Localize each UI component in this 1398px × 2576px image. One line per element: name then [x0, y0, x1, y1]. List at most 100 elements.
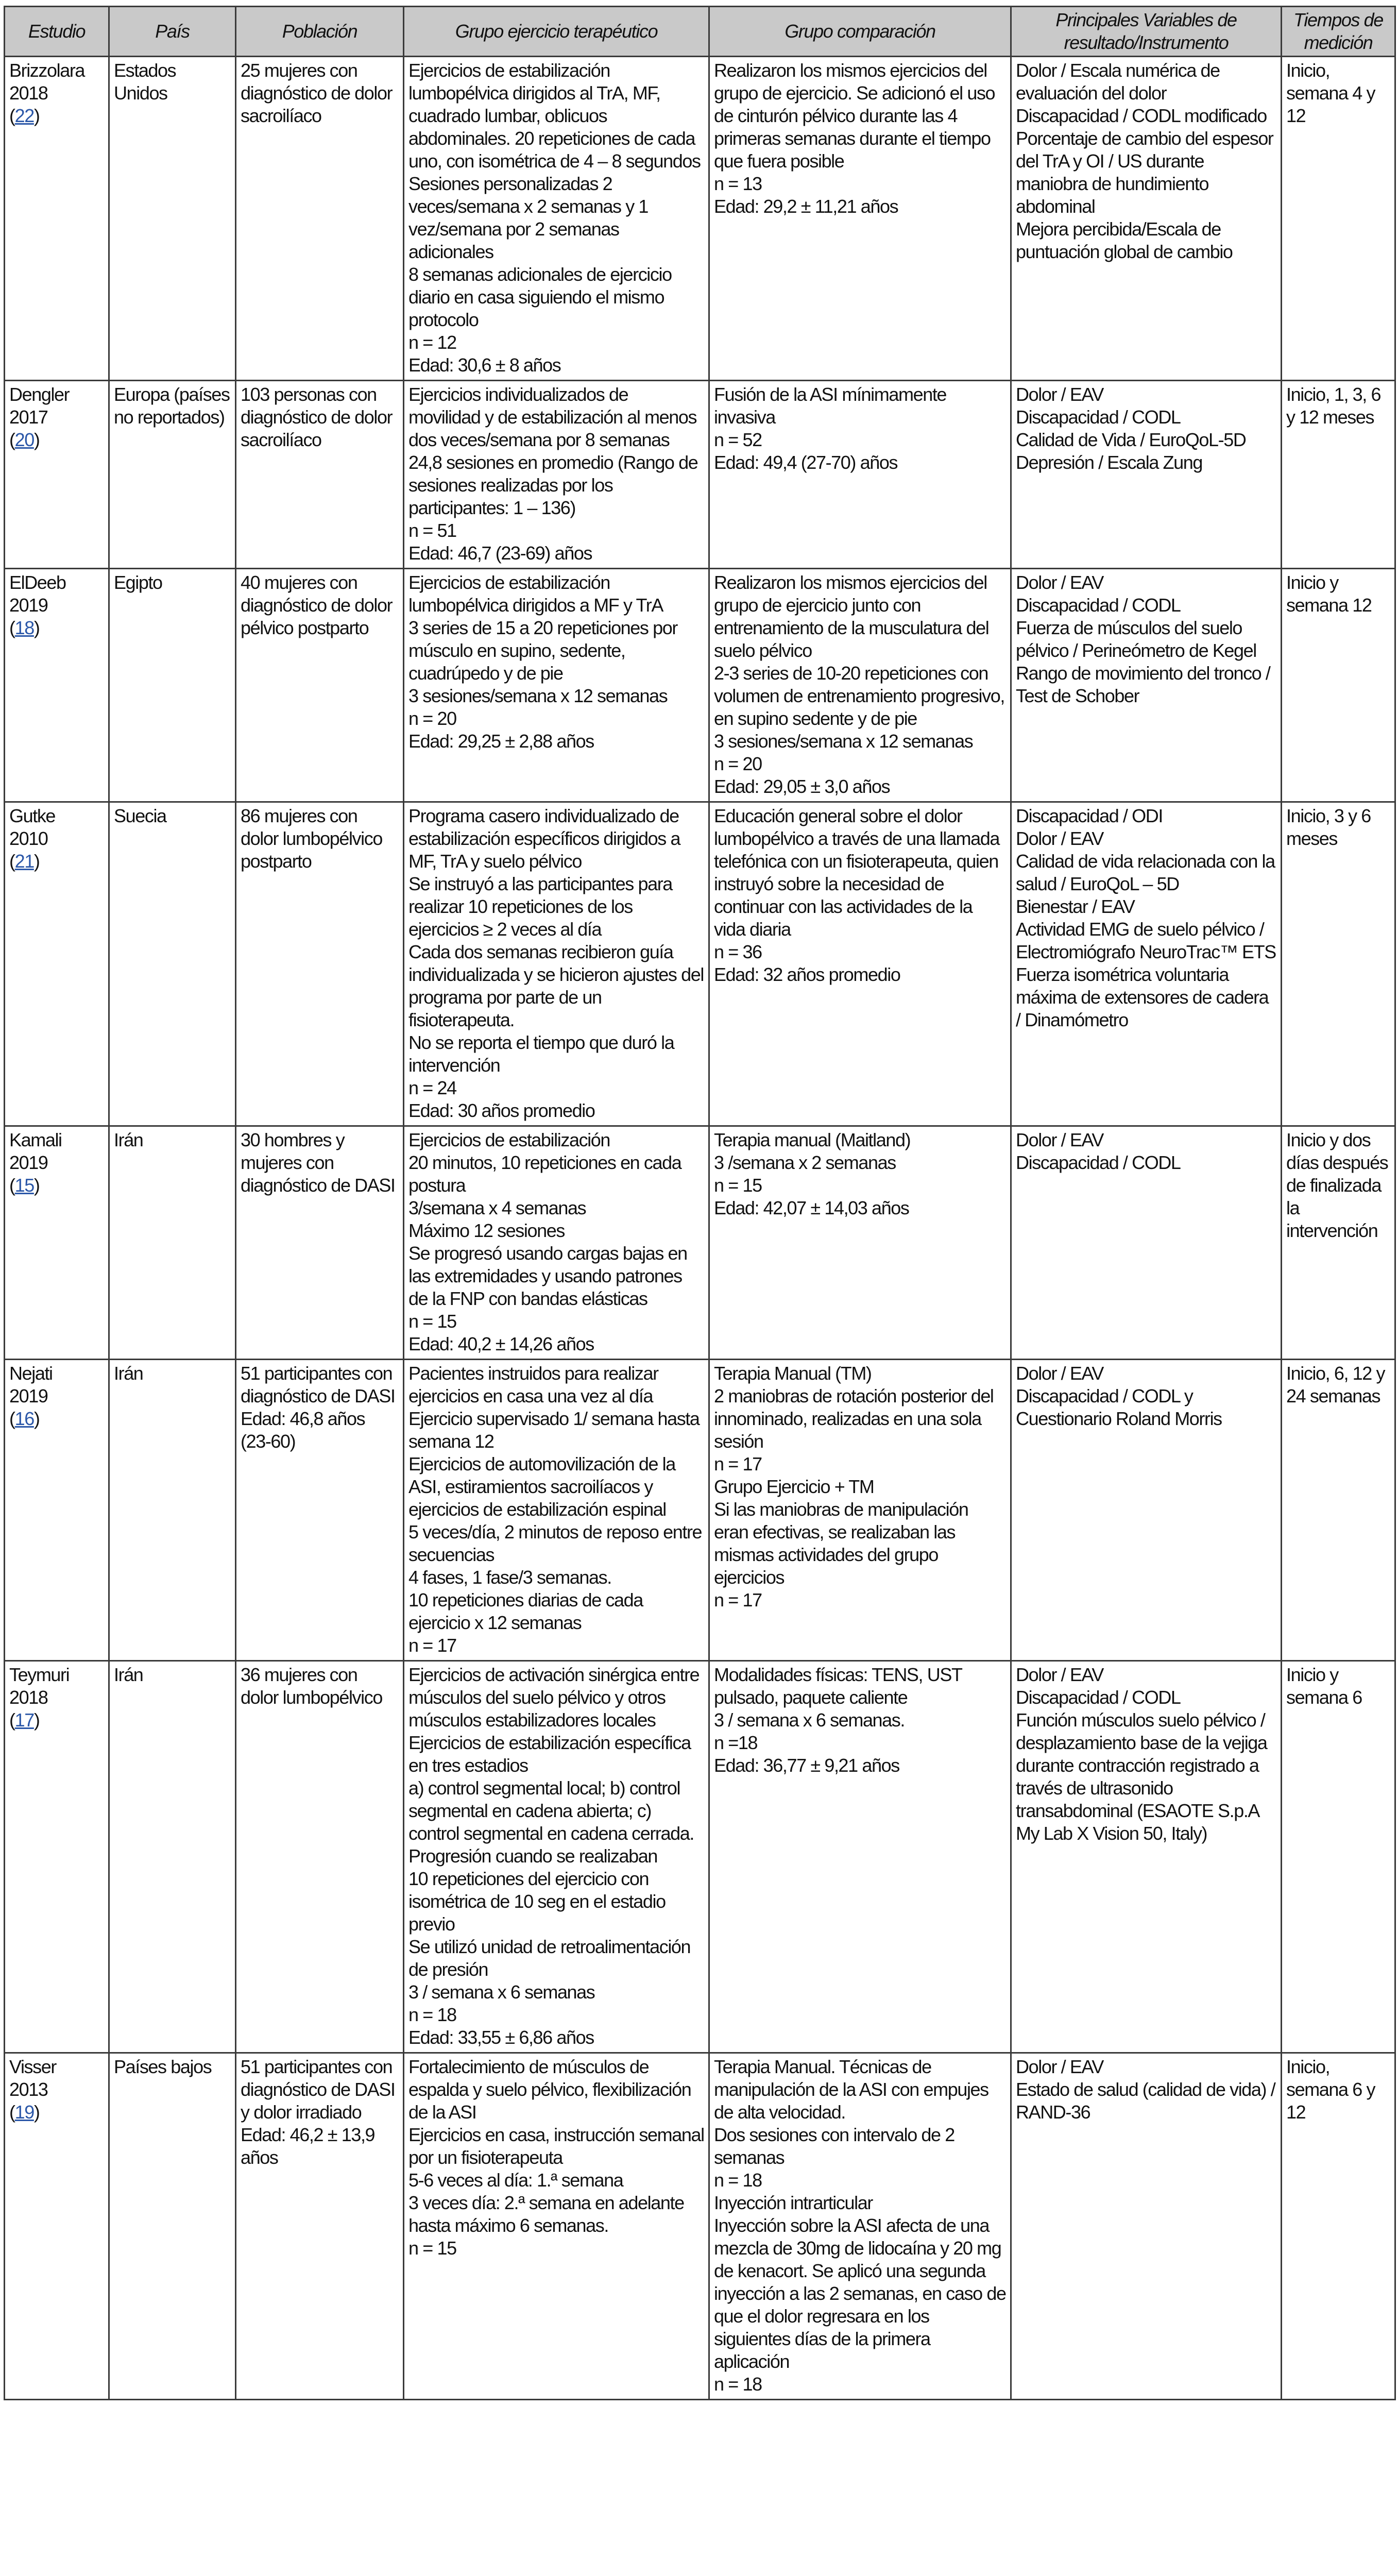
- cell-paragraph: n = 20: [408, 708, 457, 729]
- study-citation: Gutke 2010 (21): [9, 805, 104, 873]
- cell-paragraph: Edad: 29,25 ± 2,88 años: [408, 731, 594, 752]
- cell-paragraph: Dolor / Escala numérica de evaluación de…: [1016, 60, 1220, 104]
- cell-paragraph: Inyección sobre la ASI afecta de una mez…: [714, 2215, 1007, 2372]
- cell-paragraph: Terapia Manual. Técnicas de manipulación…: [714, 2056, 989, 2123]
- cell-paragraph: Suecia: [114, 805, 167, 826]
- cell-content: Inicio y semana 6: [1286, 1664, 1390, 1709]
- cell-poblacion: 86 mujeres con dolor lumbopélvico postpa…: [235, 801, 404, 1127]
- cell-paragraph: Edad: 29,2 ± 11,21 años: [714, 196, 899, 217]
- cell-paragraph: n = 17: [408, 1635, 457, 1656]
- cell-paragraph: Discapacidad / CODL: [1016, 1687, 1181, 1708]
- study-year: 2018: [9, 1687, 48, 1708]
- reference-link[interactable]: 20: [14, 429, 35, 450]
- reference-link[interactable]: 17: [14, 1709, 35, 1731]
- cell-paragraph: Inicio, 1, 3, 6 y 12 meses: [1286, 384, 1382, 428]
- cell-content: Pacientes instruidos para realizar ejerc…: [408, 1362, 704, 1657]
- reference-link[interactable]: 22: [14, 105, 35, 126]
- cell-tiempos-medicion: Inicio y semana 6: [1281, 1660, 1396, 2054]
- study-citation: Kamali 2019 (15): [9, 1129, 104, 1197]
- cell-paragraph: Irán: [114, 1129, 144, 1150]
- cell-paragraph: Fuerza isométrica voluntaria máxima de e…: [1016, 964, 1269, 1030]
- study-author: Gutke: [9, 805, 56, 826]
- header-label: Grupo comparación: [785, 21, 936, 42]
- cell-content: Dolor / EAV Discapacidad / CODL Función mú…: [1016, 1664, 1276, 1845]
- cell-grupo-ejercicio: Fortalecimiento de músculos de espalda y…: [403, 2052, 710, 2400]
- cell-paragraph: Discapacidad / CODL: [1016, 595, 1181, 616]
- cell-grupo-comparacion: Terapia manual (Maitland) 3 /semana x 2 s…: [708, 1125, 1012, 1360]
- cell-paragraph: 3 veces día: 2.ª semana en adelante hast…: [408, 2192, 685, 2236]
- cell-paragraph: Edad: 46,8 años (23-60): [241, 1408, 366, 1452]
- cell-paragraph: 51 participantes con diagnóstico de DASI: [241, 1363, 396, 1406]
- study-citation: Brizzolara 2018 (22): [9, 59, 104, 127]
- cell-paragraph: Discapacidad / ODI: [1016, 805, 1163, 826]
- cell-paragraph: 86 mujeres con dolor lumbopélvico postpa…: [241, 805, 383, 872]
- cell-paragraph: Sesiones personalizadas 2 veces/semana x…: [408, 173, 649, 262]
- cell-paragraph: Egipto: [114, 572, 163, 593]
- cell-content: Ejercicios de activación sinérgica entre…: [408, 1664, 704, 2049]
- cell-paragraph: Discapacidad / CODL: [1016, 406, 1181, 428]
- study-citation: Teymuri 2018 (17): [9, 1664, 104, 1732]
- cell-paragraph: n = 17: [714, 1453, 762, 1475]
- cell-variables-resultado: Dolor / EAV Discapacidad / CODL y Cuestio…: [1010, 1359, 1282, 1662]
- cell-paragraph: Edad: 46,2 ± 13,9 años: [241, 2124, 376, 2168]
- study-year: 2013: [9, 2079, 48, 2100]
- study-year: 2019: [9, 1385, 48, 1406]
- cell-content: Irán: [114, 1129, 231, 1151]
- study-author: Dengler: [9, 384, 70, 405]
- reference-link[interactable]: 16: [14, 1408, 35, 1429]
- cell-paragraph: Fuerza de músculos del suelo pélvico / P…: [1016, 617, 1257, 661]
- cell-variables-resultado: Dolor / Escala numérica de evaluación de…: [1010, 56, 1282, 381]
- cell-grupo-comparacion: Modalidades físicas: TENS, UST pulsado, …: [708, 1660, 1012, 2054]
- cell-content: 40 mujeres con diagnóstico de dolor pélv…: [241, 571, 399, 639]
- study-year: 2019: [9, 1152, 48, 1173]
- cell-pais: Países bajos: [108, 2052, 236, 2400]
- cell-grupo-comparacion: Educación general sobre el dolor lumbopé…: [708, 801, 1012, 1127]
- cell-paragraph: Edad: 29,05 ± 3,0 años: [714, 776, 891, 797]
- cell-paragraph: n = 51: [408, 520, 457, 541]
- reference-link[interactable]: 19: [14, 2102, 35, 2123]
- cell-content: 36 mujeres con dolor lumbopélvico: [241, 1664, 399, 1709]
- cell-content: Egipto: [114, 571, 231, 594]
- cell-pais: Europa (países no reportados): [108, 380, 236, 569]
- cell-paragraph: Inicio y semana 6: [1286, 1664, 1362, 1708]
- cell-content: Dolor / EAV Estado de salud (calidad de v…: [1016, 2056, 1276, 2124]
- cell-paragraph: 3 / semana x 6 semanas.: [714, 1709, 905, 1731]
- cell-content: 103 personas con diagnóstico de dolor sa…: [241, 383, 399, 451]
- header-label: Estudio: [28, 21, 86, 42]
- cell-paragraph: Edad: 49,4 (27-70) años: [714, 452, 898, 473]
- cell-paragraph: n = 36: [714, 941, 762, 962]
- header-label: Población: [282, 21, 358, 42]
- cell-paragraph: Edad: 36,77 ± 9,21 años: [714, 1755, 900, 1776]
- reference-link[interactable]: 21: [14, 851, 35, 872]
- cell-paragraph: Países bajos: [114, 2056, 212, 2077]
- cell-paragraph: Dolor / EAV: [1016, 1363, 1104, 1384]
- cell-paragraph: 30 hombres y mujeres con diagnóstico de …: [241, 1129, 396, 1196]
- cell-pais: Egipto: [108, 568, 236, 803]
- cell-paragraph: Grupo Ejercicio + TM: [714, 1476, 875, 1497]
- cell-content: Fusión de la ASI mínimamente invasiva n =…: [714, 383, 1006, 474]
- cell-paragraph: Dolor / EAV: [1016, 1129, 1104, 1150]
- header-grupo-ejercicio: Grupo ejercicio terapéutico: [403, 6, 710, 57]
- cell-paragraph: Dolor / EAV: [1016, 828, 1104, 849]
- cell-paragraph: Realizaron los mismos ejercicios del gru…: [714, 572, 990, 661]
- cell-content: Suecia: [114, 805, 231, 827]
- reference-link[interactable]: 15: [14, 1175, 35, 1196]
- header-label: Tiempos de medición: [1293, 9, 1384, 53]
- cell-poblacion: 51 participantes con diagnóstico de DASI…: [235, 1359, 404, 1662]
- cell-paragraph: Dolor / EAV: [1016, 572, 1104, 593]
- cell-paragraph: Depresión / Escala Zung: [1016, 452, 1203, 473]
- cell-estudio: Brizzolara 2018 (22): [4, 56, 110, 381]
- cell-paragraph: Ejercicios en casa, instrucción semanal …: [408, 2124, 705, 2168]
- cell-paragraph: Si las maniobras de manipulación eran ef…: [714, 1499, 969, 1588]
- cell-grupo-comparacion: Realizaron los mismos ejercicios del gru…: [708, 56, 1012, 381]
- cell-paragraph: 3 / semana x 6 semanas: [408, 1981, 595, 2003]
- study-year: 2017: [9, 406, 48, 428]
- cell-grupo-ejercicio: Ejercicios individualizados de movilidad…: [403, 380, 710, 569]
- cell-content: Ejercicios de estabilización lumbopélvic…: [408, 59, 704, 377]
- cell-paragraph: Inicio y dos días después de finalizada …: [1286, 1129, 1389, 1241]
- cell-paragraph: Discapacidad / CODL: [1016, 1152, 1181, 1173]
- reference-link[interactable]: 18: [14, 617, 35, 638]
- cell-paragraph: Dolor / EAV: [1016, 2056, 1104, 2077]
- cell-paragraph: Ejercicios de activación sinérgica entre…: [408, 1664, 700, 1731]
- cell-tiempos-medicion: Inicio, semana 4 y 12: [1281, 56, 1396, 381]
